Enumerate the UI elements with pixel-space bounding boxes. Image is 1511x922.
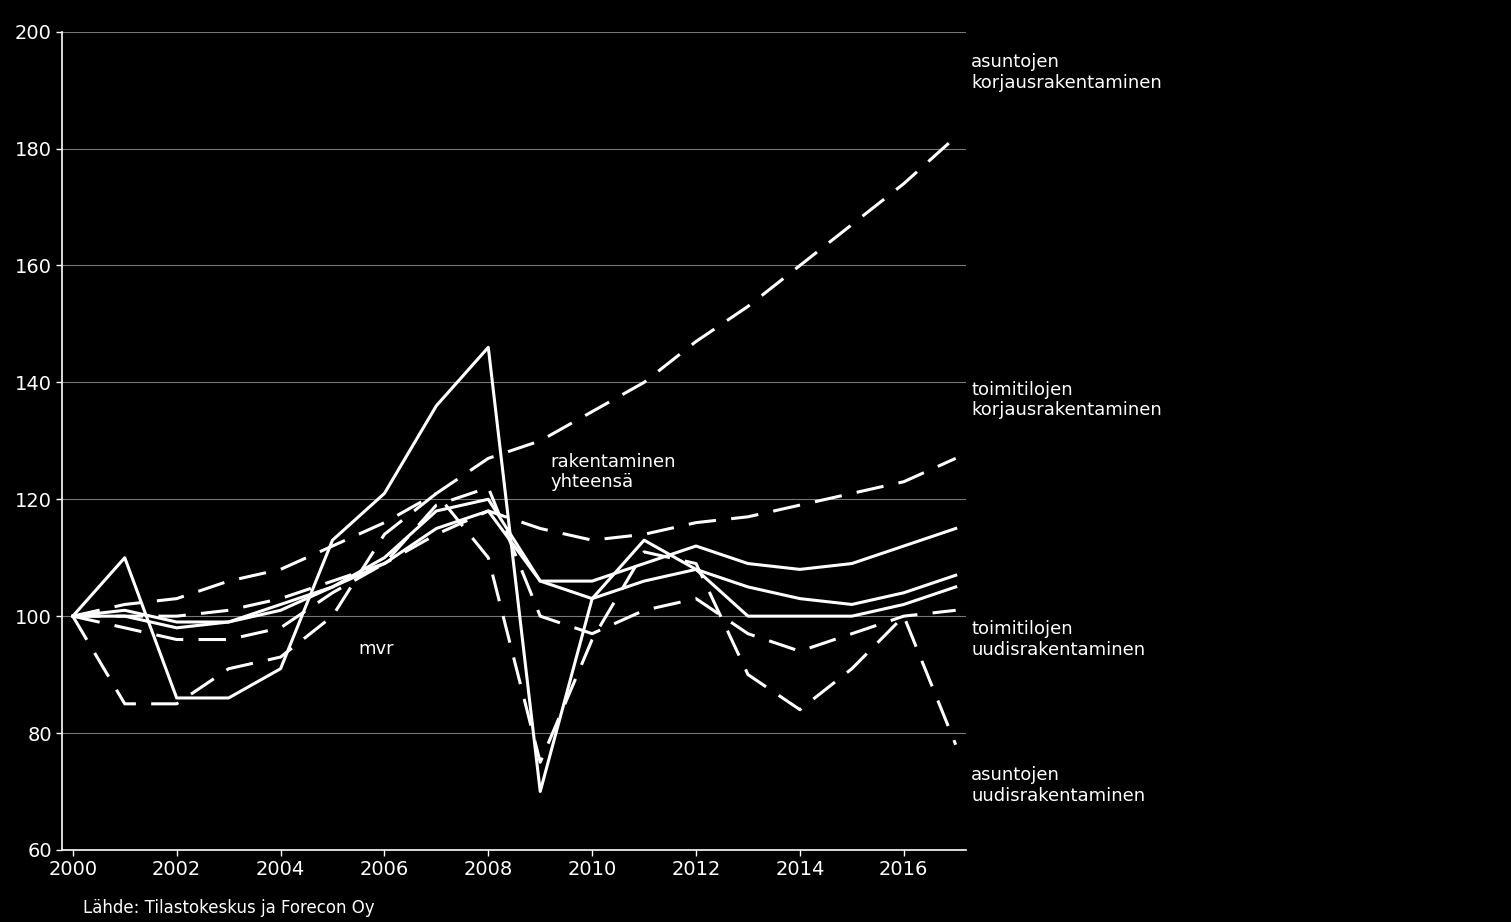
Text: rakentaminen
yhteensä: rakentaminen yhteensä <box>550 453 675 491</box>
Text: Lähde: Tilastokeskus ja Forecon Oy: Lähde: Tilastokeskus ja Forecon Oy <box>83 899 375 917</box>
Text: mvr: mvr <box>358 640 394 657</box>
Text: toimitilojen
uudisrakentaminen: toimitilojen uudisrakentaminen <box>972 621 1145 659</box>
Text: asuntojen
korjausrakentaminen: asuntojen korjausrakentaminen <box>972 53 1162 92</box>
Text: asuntojen
uudisrakentaminen: asuntojen uudisrakentaminen <box>972 766 1145 805</box>
Text: toimitilojen
korjausrakentaminen: toimitilojen korjausrakentaminen <box>972 381 1162 420</box>
